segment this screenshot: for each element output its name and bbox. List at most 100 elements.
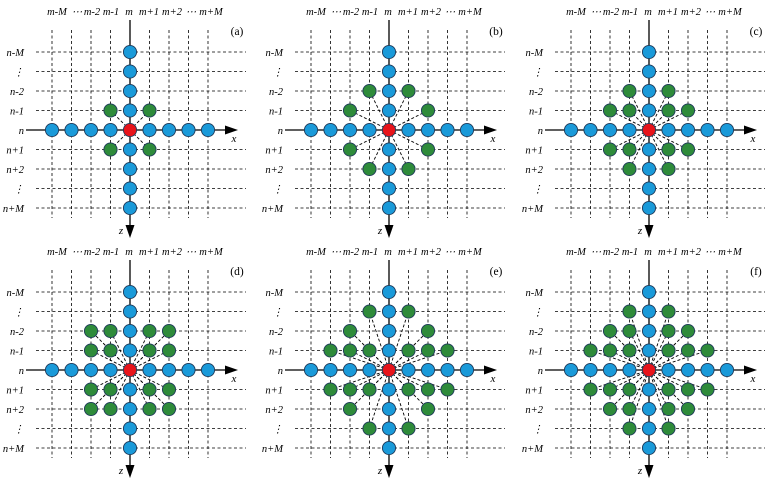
z-axis-label: z bbox=[118, 465, 124, 477]
offaxis-node bbox=[583, 382, 598, 397]
offaxis-node bbox=[401, 382, 416, 397]
row-label: n-M bbox=[526, 48, 545, 59]
z-axis-label: z bbox=[637, 225, 643, 237]
axis-node bbox=[583, 122, 598, 138]
axis-node bbox=[563, 362, 579, 378]
column-label: ⋯ bbox=[331, 247, 342, 258]
offaxis-node bbox=[142, 323, 157, 339]
offaxis-node bbox=[401, 161, 416, 177]
axis-node bbox=[381, 181, 397, 196]
column-label: m+2 bbox=[162, 7, 183, 18]
offaxis-node bbox=[622, 83, 637, 99]
panel-label: (f) bbox=[750, 266, 762, 278]
offaxis-node bbox=[700, 382, 715, 397]
column-label: ⋯ bbox=[705, 247, 716, 258]
axis-node bbox=[719, 362, 735, 378]
row-label: n bbox=[278, 126, 283, 137]
z-axis-arrow bbox=[384, 465, 394, 478]
axis-node bbox=[381, 382, 397, 397]
row-label: ⋮ bbox=[533, 68, 544, 79]
x-axis-label: x bbox=[231, 373, 237, 385]
row-label: n+2 bbox=[6, 405, 24, 416]
stencil-link bbox=[648, 129, 669, 170]
column-label: m+2 bbox=[681, 7, 702, 18]
axis-node bbox=[381, 161, 397, 177]
stencil-link bbox=[648, 369, 669, 429]
z-axis-arrow bbox=[644, 465, 654, 478]
x-axis-arrow bbox=[744, 125, 757, 135]
x-axis-label: x bbox=[231, 133, 237, 145]
row-label: n bbox=[19, 366, 24, 377]
axis-node bbox=[342, 122, 358, 138]
offaxis-node bbox=[622, 323, 637, 339]
stencil-link bbox=[629, 90, 650, 131]
stencil-link bbox=[90, 369, 131, 390]
stencil-link bbox=[629, 369, 650, 429]
axis-node bbox=[381, 44, 397, 60]
row-label: n-M bbox=[7, 48, 26, 59]
stencil-link bbox=[648, 350, 708, 371]
row-label: n-M bbox=[266, 288, 285, 299]
stencil-link bbox=[609, 369, 650, 390]
axis-node bbox=[641, 181, 657, 196]
row-label: n+2 bbox=[525, 405, 543, 416]
stencil-link bbox=[349, 110, 390, 131]
stencil-link bbox=[388, 90, 409, 131]
panel-label: (a) bbox=[231, 26, 244, 38]
column-label: m-1 bbox=[103, 7, 119, 18]
row-label: ⋮ bbox=[533, 308, 544, 319]
axis-node bbox=[583, 362, 598, 378]
z-axis-arrow bbox=[384, 225, 394, 238]
row-label: n-1 bbox=[529, 347, 543, 358]
row-label: n-2 bbox=[529, 87, 544, 98]
stencil-link bbox=[129, 350, 170, 371]
offaxis-node bbox=[602, 103, 618, 118]
offaxis-node bbox=[622, 382, 637, 397]
axis-node bbox=[641, 440, 657, 456]
stencil-link bbox=[609, 110, 650, 131]
offaxis-node bbox=[602, 401, 618, 417]
offaxis-node bbox=[83, 343, 99, 358]
axis-node bbox=[342, 362, 358, 378]
offaxis-node bbox=[401, 343, 416, 358]
axis-node bbox=[303, 362, 319, 378]
offaxis-node bbox=[680, 103, 696, 118]
row-label: n+2 bbox=[525, 165, 543, 176]
stencil-link bbox=[648, 369, 669, 410]
offaxis-node bbox=[362, 83, 377, 99]
axis-node bbox=[362, 122, 377, 138]
offaxis-node bbox=[622, 421, 637, 436]
axis-node bbox=[181, 362, 196, 378]
row-label: n+M bbox=[522, 444, 544, 455]
row-label: n-2 bbox=[529, 327, 544, 338]
offaxis-node bbox=[103, 103, 118, 118]
panel-label: (c) bbox=[750, 26, 763, 38]
x-axis-label: x bbox=[490, 133, 496, 145]
axis-node bbox=[680, 362, 696, 378]
row-label: n+M bbox=[3, 204, 25, 215]
offaxis-node bbox=[342, 103, 358, 118]
stencil-link bbox=[388, 369, 448, 390]
axis-node bbox=[64, 362, 79, 378]
offaxis-node bbox=[362, 343, 377, 358]
stencil-link bbox=[388, 110, 429, 131]
center-node bbox=[122, 362, 138, 378]
offaxis-node bbox=[161, 323, 177, 339]
axis-node bbox=[641, 421, 657, 436]
row-label: ⋮ bbox=[14, 68, 25, 79]
panel-c: xzm-M ⋯ m-2 m-1 m m+1 m+2 ⋯ m+Mn-M⋮n-2n-1nn+1n+2… bbox=[522, 7, 765, 238]
offaxis-node bbox=[142, 142, 157, 157]
column-label: m+1 bbox=[139, 247, 159, 258]
axis-node bbox=[641, 401, 657, 417]
panel-f: xzm-M ⋯ m-2 m-1 m m+1 m+2 ⋯ m+Mn-M⋮n-2n-1nn+1n+2… bbox=[522, 247, 765, 478]
column-label: m-2 bbox=[84, 7, 101, 18]
row-label: n-1 bbox=[529, 107, 543, 118]
column-label: m+M bbox=[718, 7, 743, 18]
offaxis-node bbox=[661, 103, 676, 118]
row-label: n bbox=[538, 126, 543, 137]
column-label: m-2 bbox=[343, 7, 360, 18]
axis-node bbox=[641, 382, 657, 397]
offaxis-node bbox=[661, 83, 676, 99]
stencil-link bbox=[590, 350, 650, 371]
offaxis-node bbox=[362, 304, 377, 319]
